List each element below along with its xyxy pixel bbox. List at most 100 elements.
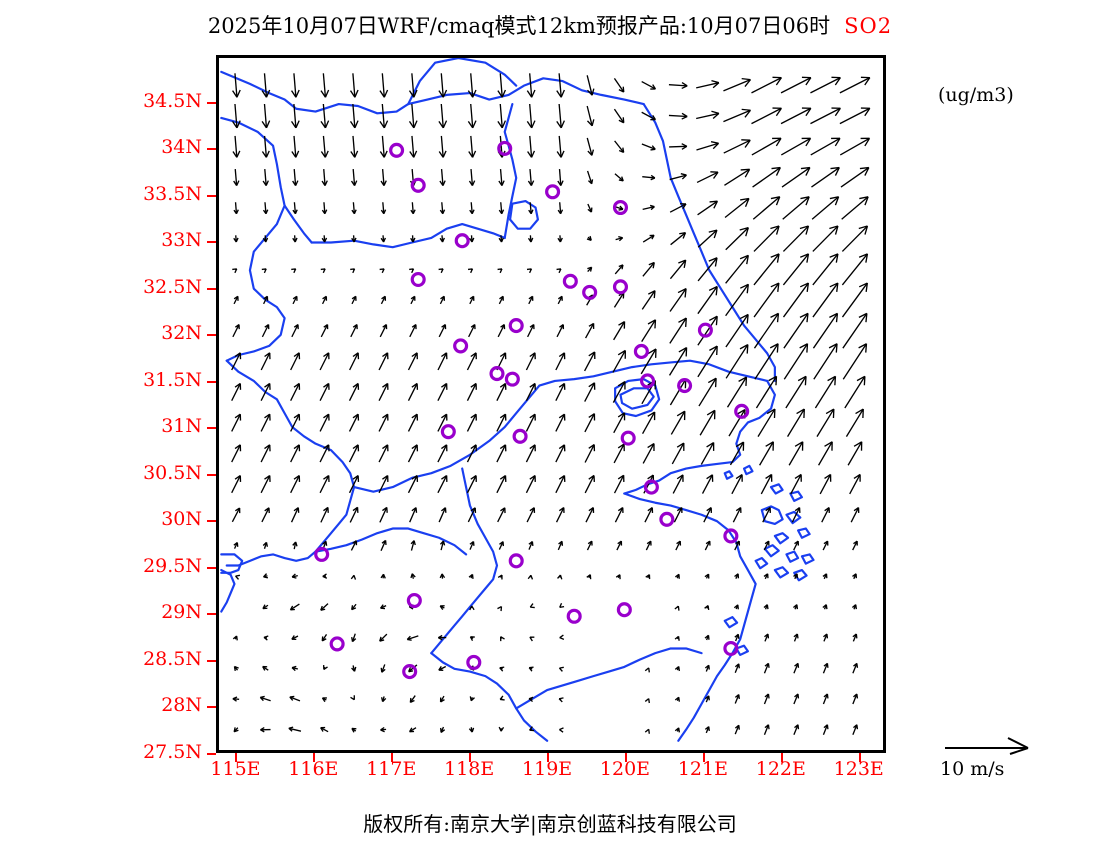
station-marker-icon[interactable] xyxy=(545,184,561,200)
title-species-text: SO2 xyxy=(844,14,893,38)
wind-arrow-icon xyxy=(292,235,298,243)
map-plot-area[interactable] xyxy=(216,55,886,753)
station-marker-icon[interactable] xyxy=(453,338,469,354)
wind-arrow-icon xyxy=(497,574,503,580)
wind-arrow-icon xyxy=(231,382,242,402)
wind-arrow-icon xyxy=(409,695,416,704)
wind-arrow-icon xyxy=(232,635,238,641)
wind-arrow-icon xyxy=(614,173,624,182)
station-marker-icon[interactable] xyxy=(566,608,582,624)
station-marker-icon[interactable] xyxy=(489,366,505,382)
wind-arrow-icon xyxy=(696,141,720,151)
boundary-polyline xyxy=(800,553,815,565)
wind-arrow-icon xyxy=(851,604,858,610)
wind-arrow-icon xyxy=(823,633,829,642)
wind-arrow-icon xyxy=(752,196,781,220)
wind-arrow-icon xyxy=(811,166,840,188)
station-marker-icon[interactable] xyxy=(402,664,418,680)
lat-tick-label: 30.5N xyxy=(143,461,202,484)
wind-arrow-icon xyxy=(319,382,330,402)
wind-arrow-icon xyxy=(378,413,389,432)
station-marker-icon[interactable] xyxy=(406,592,422,609)
station-marker-icon[interactable] xyxy=(497,140,513,156)
station-marker-icon[interactable] xyxy=(410,177,426,193)
wind-arrow-icon xyxy=(759,441,774,466)
wind-arrow-icon xyxy=(852,573,858,580)
wind-arrow-icon xyxy=(321,235,328,243)
station-marker-icon[interactable] xyxy=(440,424,456,440)
station-marker-icon[interactable] xyxy=(314,546,330,562)
station-marker-icon[interactable] xyxy=(723,640,739,657)
wind-arrow-icon xyxy=(734,540,741,551)
wind-arrow-icon xyxy=(842,312,868,349)
lon-tick-label: 118E xyxy=(444,758,495,780)
station-marker-icon[interactable] xyxy=(697,322,713,338)
station-marker-icon[interactable] xyxy=(508,553,524,569)
lat-tick-mark xyxy=(207,287,216,290)
boundary-polyline xyxy=(515,647,703,710)
wind-arrow-icon xyxy=(438,103,448,129)
wind-arrow-icon xyxy=(292,295,298,305)
wind-arrow-icon xyxy=(232,268,238,274)
wind-arrow-icon xyxy=(290,352,301,371)
wind-arrow-icon xyxy=(819,473,832,495)
station-marker-icon[interactable] xyxy=(508,318,524,334)
wind-arrow-icon xyxy=(466,413,477,432)
station-marker-icon[interactable] xyxy=(582,284,598,300)
wind-arrow-icon xyxy=(780,76,812,94)
station-marker-icon[interactable] xyxy=(612,199,629,216)
station-marker-icon[interactable] xyxy=(633,343,649,359)
wind-arrow-icon xyxy=(289,603,300,611)
station-marker-icon[interactable] xyxy=(677,378,693,394)
wind-arrow-icon xyxy=(260,352,271,371)
wind-arrow-icon xyxy=(555,382,566,402)
station-marker-icon[interactable] xyxy=(504,371,520,387)
wind-arrow-icon xyxy=(379,135,388,158)
wind-arrow-icon xyxy=(790,473,802,495)
wind-arrow-icon xyxy=(497,507,506,523)
wind-arrow-icon xyxy=(697,200,718,216)
station-marker-icon[interactable] xyxy=(562,273,578,289)
station-marker-icon[interactable] xyxy=(616,602,632,618)
wind-arrow-icon xyxy=(555,444,566,463)
station-marker-icon[interactable] xyxy=(723,528,739,544)
lat-tick-mark xyxy=(207,194,216,197)
wind-arrow-icon xyxy=(351,295,357,305)
station-marker-icon[interactable] xyxy=(659,511,675,527)
station-marker-icon[interactable] xyxy=(639,373,656,389)
wind-arrow-icon xyxy=(321,634,328,642)
wind-arrow-icon xyxy=(351,603,357,611)
station-marker-icon[interactable] xyxy=(410,271,426,288)
station-marker-icon[interactable] xyxy=(512,428,528,444)
lat-tick-label: 32.5N xyxy=(143,275,202,298)
lon-tick-mark xyxy=(625,753,627,762)
wind-arrow-icon xyxy=(814,375,837,409)
station-marker-icon[interactable] xyxy=(620,430,636,446)
wind-arrow-icon xyxy=(292,541,298,550)
wind-arrow-icon xyxy=(810,137,841,156)
station-marker-icon[interactable] xyxy=(466,654,482,670)
wind-arrow-icon xyxy=(704,664,710,672)
wind-arrow-icon xyxy=(231,475,242,494)
wind-arrow-icon xyxy=(262,168,269,186)
boundary-polyline xyxy=(310,222,506,249)
wind-arrow-icon xyxy=(261,324,270,338)
station-marker-icon[interactable] xyxy=(734,403,750,419)
station-marker-icon[interactable] xyxy=(643,479,659,495)
wind-arrow-icon xyxy=(614,140,625,153)
station-marker-icon[interactable] xyxy=(329,636,345,652)
boundary-polyline xyxy=(352,359,769,493)
wind-arrow-icon xyxy=(498,541,504,550)
station-marker-icon[interactable] xyxy=(454,233,470,249)
wind-arrow-icon xyxy=(754,343,779,380)
station-marker-icon[interactable] xyxy=(612,279,629,295)
lon-tick-label: 117E xyxy=(366,758,417,780)
boundary-polyline xyxy=(735,644,750,657)
wind-arrow-icon xyxy=(320,726,329,733)
boundary-polyline xyxy=(220,70,645,115)
wind-arrow-icon xyxy=(290,444,301,463)
wind-arrow-icon xyxy=(262,541,269,549)
wind-arrow-icon xyxy=(822,724,829,735)
wind-arrow-icon xyxy=(525,475,536,494)
station-marker-icon[interactable] xyxy=(389,142,405,158)
